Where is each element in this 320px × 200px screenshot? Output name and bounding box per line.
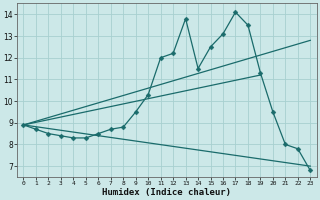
- X-axis label: Humidex (Indice chaleur): Humidex (Indice chaleur): [102, 188, 231, 197]
